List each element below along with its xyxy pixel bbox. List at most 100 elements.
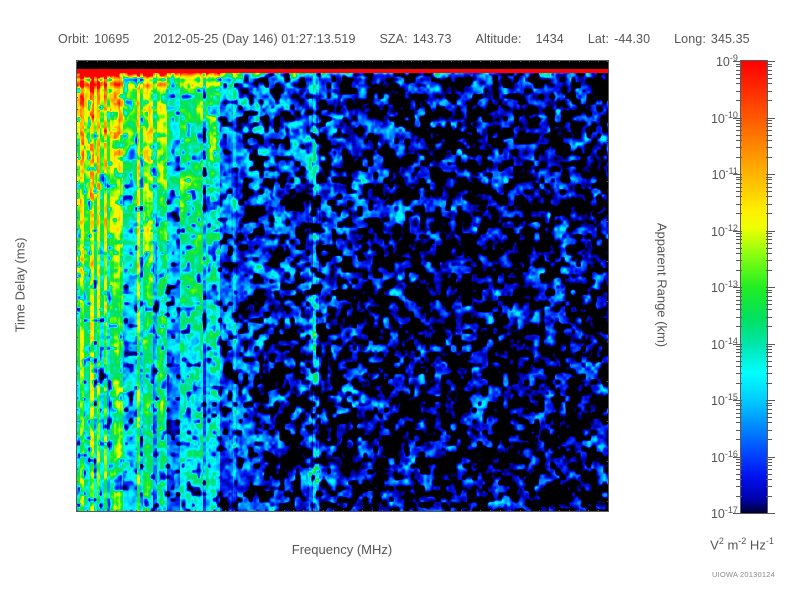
- altitude-value: 1434: [535, 32, 564, 46]
- colorbar-tick-minor: [736, 63, 742, 65]
- colorbar-tick-minor: [766, 292, 772, 294]
- colorbar-tick-base: 10: [711, 168, 726, 183]
- x-tick-minor-top: [136, 61, 137, 62]
- x-tick-minor-bottom: [578, 510, 580, 511]
- colorbar-tick-minor: [736, 478, 742, 480]
- colorbar-tick-minor: [766, 243, 772, 245]
- colorbar-tick-major: [766, 343, 775, 345]
- y-tick-minor-left: [77, 325, 78, 326]
- colorbar-tick-minor: [736, 156, 742, 158]
- x-tick-minor-top: [234, 61, 236, 62]
- y-tick-minor-left: [77, 217, 78, 218]
- x-tick-minor-top: [175, 61, 177, 62]
- x-tick-minor-bottom: [342, 510, 344, 511]
- colorbar-tick-minor: [766, 461, 772, 463]
- y-tick-minor-left: [77, 469, 78, 470]
- colorbar-tick-label: 10-15: [711, 392, 738, 408]
- colorbar-tick-minor: [736, 461, 742, 463]
- x-tick-minor-bottom: [480, 510, 482, 511]
- colorbar-tick-major: [733, 117, 742, 119]
- latitude-field: Lat: -44.30: [588, 32, 650, 46]
- y-tick-minor-left: [77, 253, 78, 254]
- x-tick-minor-bottom: [185, 510, 187, 511]
- y-tick-major-right: [607, 381, 608, 383]
- colorbar-tick-major: [733, 230, 742, 232]
- colorbar-tick-minor: [766, 439, 772, 441]
- orbit-value: 10695: [94, 32, 130, 46]
- y-tick-minor-right: [607, 101, 608, 103]
- x-tick-minor-bottom: [450, 510, 452, 511]
- colorbar-tick-base: 10: [710, 507, 725, 522]
- y-tick-minor-left: [77, 409, 78, 410]
- colorbar: 10-9 10-10 10-11 10-12 10-13 10-14 10-15 10-16 1…: [711, 53, 775, 521]
- y-tick-major-left: [77, 181, 78, 182]
- colorbar-tick-minor: [736, 239, 742, 241]
- y-tick-minor-left: [77, 133, 78, 134]
- x-tick-minor-top: [608, 60, 609, 62]
- colorbar-tick-minor: [766, 156, 772, 158]
- x-tick-minor-bottom: [313, 510, 314, 511]
- colorbar-tick-major: [733, 456, 742, 458]
- colorbar-tick-minor: [736, 408, 742, 410]
- latitude-label: Lat:: [587, 32, 610, 46]
- colorbar-tick-major: [733, 174, 742, 175]
- colorbar-tick-major: [733, 343, 742, 345]
- colorbar-tick-exponent: -11: [725, 165, 738, 176]
- x-tick-minor-top: [322, 61, 324, 62]
- colorbar-tick-minor: [736, 134, 742, 136]
- x-tick-minor-top: [106, 61, 108, 62]
- y-tick-minor-left: [77, 397, 78, 398]
- colorbar-tick-minor: [736, 326, 742, 328]
- colorbar-tick-minor: [766, 289, 772, 291]
- colorbar-tick-minor: [766, 495, 772, 497]
- y-tick-major-left: [77, 421, 78, 422]
- colorbar-tick-minor: [766, 233, 772, 235]
- colorbar-tick-minor: [766, 252, 772, 254]
- x-tick-minor-top: [96, 61, 98, 62]
- colorbar-tick-minor: [736, 439, 742, 441]
- x-tick-minor-bottom: [86, 510, 88, 511]
- colorbar-tick-minor: [736, 196, 742, 198]
- colorbar-tick-minor: [736, 247, 742, 249]
- colorbar-tick-minor: [736, 346, 742, 348]
- colorbar-tick-major: [766, 117, 775, 119]
- x-tick-minor-top: [372, 61, 373, 62]
- sza-value: 143.73: [412, 32, 452, 46]
- units-m-exponent: -2: [738, 536, 747, 546]
- colorbar-tick-exponent: -15: [724, 391, 738, 402]
- x-axis-title: Frequency (MHz): [291, 542, 393, 557]
- x-tick-minor-top: [254, 61, 255, 62]
- colorbar-tick-minor: [766, 382, 772, 384]
- x-tick-minor-top: [480, 61, 482, 62]
- units-v: V: [710, 537, 719, 553]
- colorbar-tick-minor: [736, 147, 742, 149]
- y-tick-minor-left: [77, 313, 78, 314]
- y-tick-minor-left: [77, 433, 78, 434]
- x-tick-minor-bottom: [254, 510, 255, 511]
- colorbar-tick-minor: [766, 83, 772, 85]
- x-tick-major-top: [263, 61, 265, 62]
- colorbar-tick-minor: [736, 203, 742, 205]
- colorbar-tick-minor: [736, 429, 742, 431]
- x-tick-minor-top: [342, 61, 344, 62]
- datetime-value: 2012-05-25 (Day 146) 01:27:13.519: [153, 32, 356, 46]
- colorbar-tick-minor: [736, 78, 742, 79]
- colorbar-tick-major: [733, 287, 742, 288]
- x-tick-major-bottom: [263, 510, 265, 511]
- colorbar-tick-minor: [766, 122, 772, 124]
- colorbar-tick-minor: [736, 473, 742, 475]
- colorbar-tick-major: [766, 61, 775, 62]
- colorbar-tick-minor: [766, 90, 772, 92]
- x-tick-minor-top: [568, 61, 570, 62]
- colorbar-tick-minor: [736, 90, 742, 92]
- colorbar-tick-minor: [766, 73, 772, 75]
- x-tick-minor-top: [588, 61, 590, 62]
- colorbar-tick-major: [766, 513, 775, 514]
- x-tick-minor-top: [86, 61, 88, 62]
- colorbar-tick-minor: [766, 78, 772, 79]
- x-tick-minor-top: [381, 61, 383, 62]
- x-tick-minor-top: [519, 61, 521, 62]
- x-tick-minor-top: [185, 61, 187, 62]
- colorbar-tick-minor: [766, 352, 772, 354]
- latitude-value: -44.30: [614, 32, 651, 46]
